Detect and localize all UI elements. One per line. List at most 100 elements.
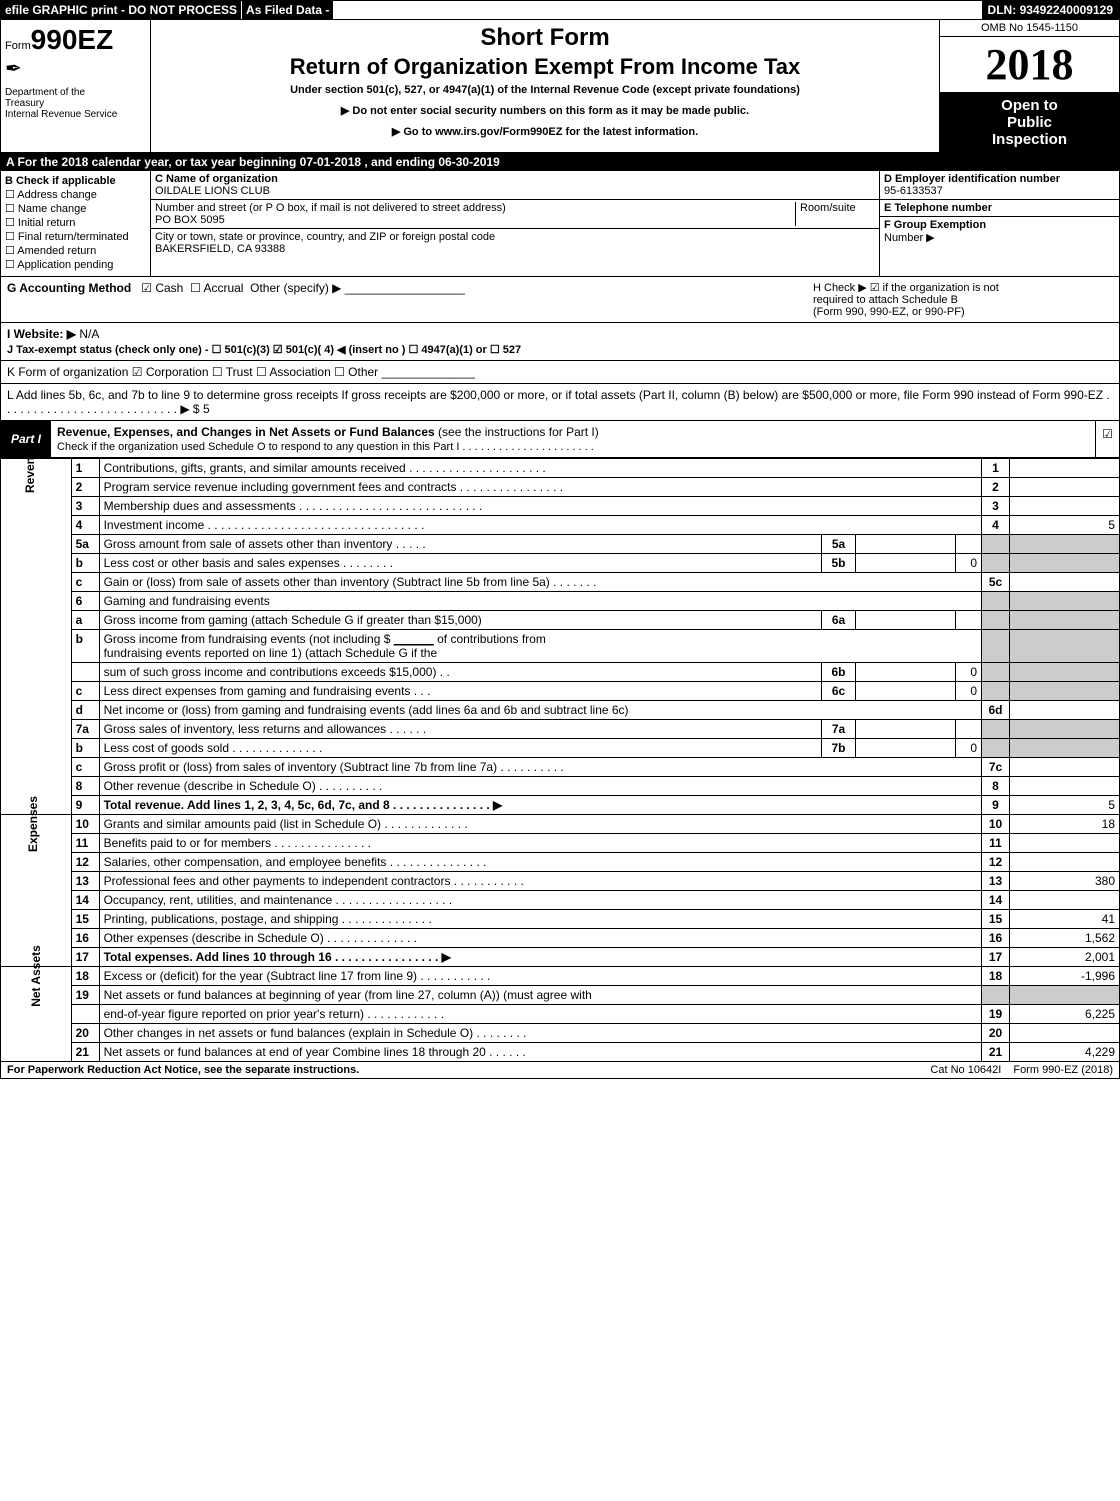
l2-rnum: 2 [982, 478, 1010, 497]
l5a-grey2 [1010, 535, 1120, 554]
l19-grey2 [1010, 986, 1120, 1005]
l6a-desc: Gross income from gaming (attach Schedul… [99, 611, 821, 630]
l13-rval: 380 [1010, 872, 1120, 891]
l15-desc: Printing, publications, postage, and shi… [99, 910, 981, 929]
open3: Inspection [944, 131, 1115, 148]
l1-rnum: 1 [982, 459, 1010, 478]
l2-desc: Program service revenue including govern… [99, 478, 981, 497]
l6c-num: c [71, 682, 99, 701]
chk-application-pending[interactable]: ☐ Application pending [5, 258, 146, 271]
side-expenses: Expenses [1, 815, 72, 967]
website-value: N/A [79, 327, 99, 341]
B-label: B Check if applicable [5, 175, 146, 187]
l21-rval: 4,229 [1010, 1043, 1120, 1062]
chk-cash[interactable]: ☑ Cash [141, 281, 183, 295]
l3-rval [1010, 497, 1120, 516]
partI-checkbox[interactable]: ☑ [1095, 421, 1119, 457]
header-right: OMB No 1545-1150 2018 Open to Public Ins… [939, 20, 1119, 152]
l8-desc: Other revenue (describe in Schedule O) .… [99, 777, 981, 796]
chk-initial-return[interactable]: ☐ Initial return [5, 216, 146, 229]
l19-rnum: 19 [982, 1005, 1010, 1024]
paperwork-notice: For Paperwork Reduction Act Notice, see … [1, 1062, 924, 1078]
dept2: Treasury [5, 98, 146, 109]
l3-desc: Membership dues and assessments . . . . … [99, 497, 981, 516]
section-E: E Telephone number [880, 200, 1119, 217]
l7c-num: c [71, 758, 99, 777]
l7b-num: b [71, 739, 99, 758]
l5c-desc: Gain or (loss) from sale of assets other… [99, 573, 981, 592]
l13-rnum: 13 [982, 872, 1010, 891]
l19-rval: 6,225 [1010, 1005, 1120, 1024]
l16-num: 16 [71, 929, 99, 948]
l5b-sn: 5b [822, 554, 856, 573]
no-ssn: ▶ Do not enter social security numbers o… [159, 104, 931, 117]
room-suite-label: Room/suite [795, 202, 875, 226]
l6b-d2: fundraising events reported on line 1) (… [104, 646, 438, 660]
chk-final-return[interactable]: ☐ Final return/terminated [5, 230, 146, 243]
l19b-num [71, 1005, 99, 1024]
l21-desc: Net assets or fund balances at end of ye… [99, 1043, 981, 1062]
l5b-mr: 0 [956, 554, 982, 573]
l7a-num: 7a [71, 720, 99, 739]
l18-num: 18 [71, 967, 99, 986]
side-netassets: Net Assets [1, 967, 72, 1062]
l8-num: 8 [71, 777, 99, 796]
l12-num: 12 [71, 853, 99, 872]
l6a-sn: 6a [822, 611, 856, 630]
website-label: I Website: ▶ [7, 327, 76, 341]
dln-label: DLN: [988, 3, 1017, 17]
addr-value: PO BOX 5095 [155, 214, 795, 226]
l16-rval: 1,562 [1010, 929, 1120, 948]
l9-rval: 5 [1010, 796, 1120, 815]
l11-num: 11 [71, 834, 99, 853]
l6-grey1 [982, 592, 1010, 611]
l15-rnum: 15 [982, 910, 1010, 929]
l14-rval [1010, 891, 1120, 910]
section-GH: G Accounting Method ☑ Cash ☐ Accrual Oth… [0, 277, 1120, 323]
l6b-blank[interactable]: ______ [394, 632, 434, 646]
K-line[interactable]: ______________ [382, 365, 475, 379]
H-line1: H Check ▶ ☑ if the organization is not [813, 281, 1113, 294]
top-bar: efile GRAPHIC print - DO NOT PROCESS As … [0, 0, 1120, 20]
form-revision: Form 990-EZ (2018) [1007, 1062, 1119, 1078]
chk-accrual[interactable]: ☐ Accrual [190, 281, 243, 295]
l18-rnum: 18 [982, 967, 1010, 986]
section-IJ: I Website: ▶ N/A J Tax-exempt status (ch… [0, 323, 1120, 361]
as-filed-label: As Filed Data - [241, 1, 333, 19]
group-exempt-label2: Number ▶ [884, 231, 1115, 244]
l6b-num: b [71, 630, 99, 663]
other-line[interactable]: __________________ [345, 281, 465, 295]
as-filed-blank [333, 1, 981, 19]
l7b-mr: 0 [956, 739, 982, 758]
l17-desc: Total expenses. Add lines 10 through 16 … [99, 948, 981, 967]
side-revenue: Revenue [1, 459, 72, 815]
l6c-grey2 [1010, 682, 1120, 701]
l6b-grey2 [1010, 630, 1120, 663]
l7a-sv [856, 720, 956, 739]
l17-rnum: 17 [982, 948, 1010, 967]
form-no: 990EZ [31, 24, 114, 55]
other-specify: Other (specify) ▶ [250, 281, 341, 295]
l5b-grey1 [982, 554, 1010, 573]
section-K: K Form of organization ☑ Corporation ☐ T… [0, 361, 1120, 384]
chk-name-change[interactable]: ☐ Name change [5, 202, 146, 215]
chk-amended-return[interactable]: ☐ Amended return [5, 244, 146, 257]
efile-label: efile GRAPHIC print - DO NOT PROCESS [1, 1, 241, 19]
l6b-d1c: of contributions from [434, 632, 546, 646]
section-F: F Group Exemption Number ▶ [880, 217, 1119, 246]
l11-desc: Benefits paid to or for members . . . . … [99, 834, 981, 853]
l3-num: 3 [71, 497, 99, 516]
l9-desc: Total revenue. Add lines 1, 2, 3, 4, 5c,… [99, 796, 981, 815]
l4-rnum: 4 [982, 516, 1010, 535]
l6c-desc: Less direct expenses from gaming and fun… [99, 682, 821, 701]
l20-num: 20 [71, 1024, 99, 1043]
G-label: G Accounting Method [7, 281, 131, 295]
section-H: H Check ▶ ☑ if the organization is not r… [813, 281, 1113, 318]
part-I-header: Part I Revenue, Expenses, and Changes in… [0, 421, 1120, 458]
l20-desc: Other changes in net assets or fund bala… [99, 1024, 981, 1043]
chk-address-change[interactable]: ☐ Address change [5, 188, 146, 201]
l19-desc1: Net assets or fund balances at beginning… [99, 986, 981, 1005]
l6b2-grey2 [1010, 663, 1120, 682]
l14-rnum: 14 [982, 891, 1010, 910]
l7b-desc: Less cost of goods sold . . . . . . . . … [99, 739, 821, 758]
